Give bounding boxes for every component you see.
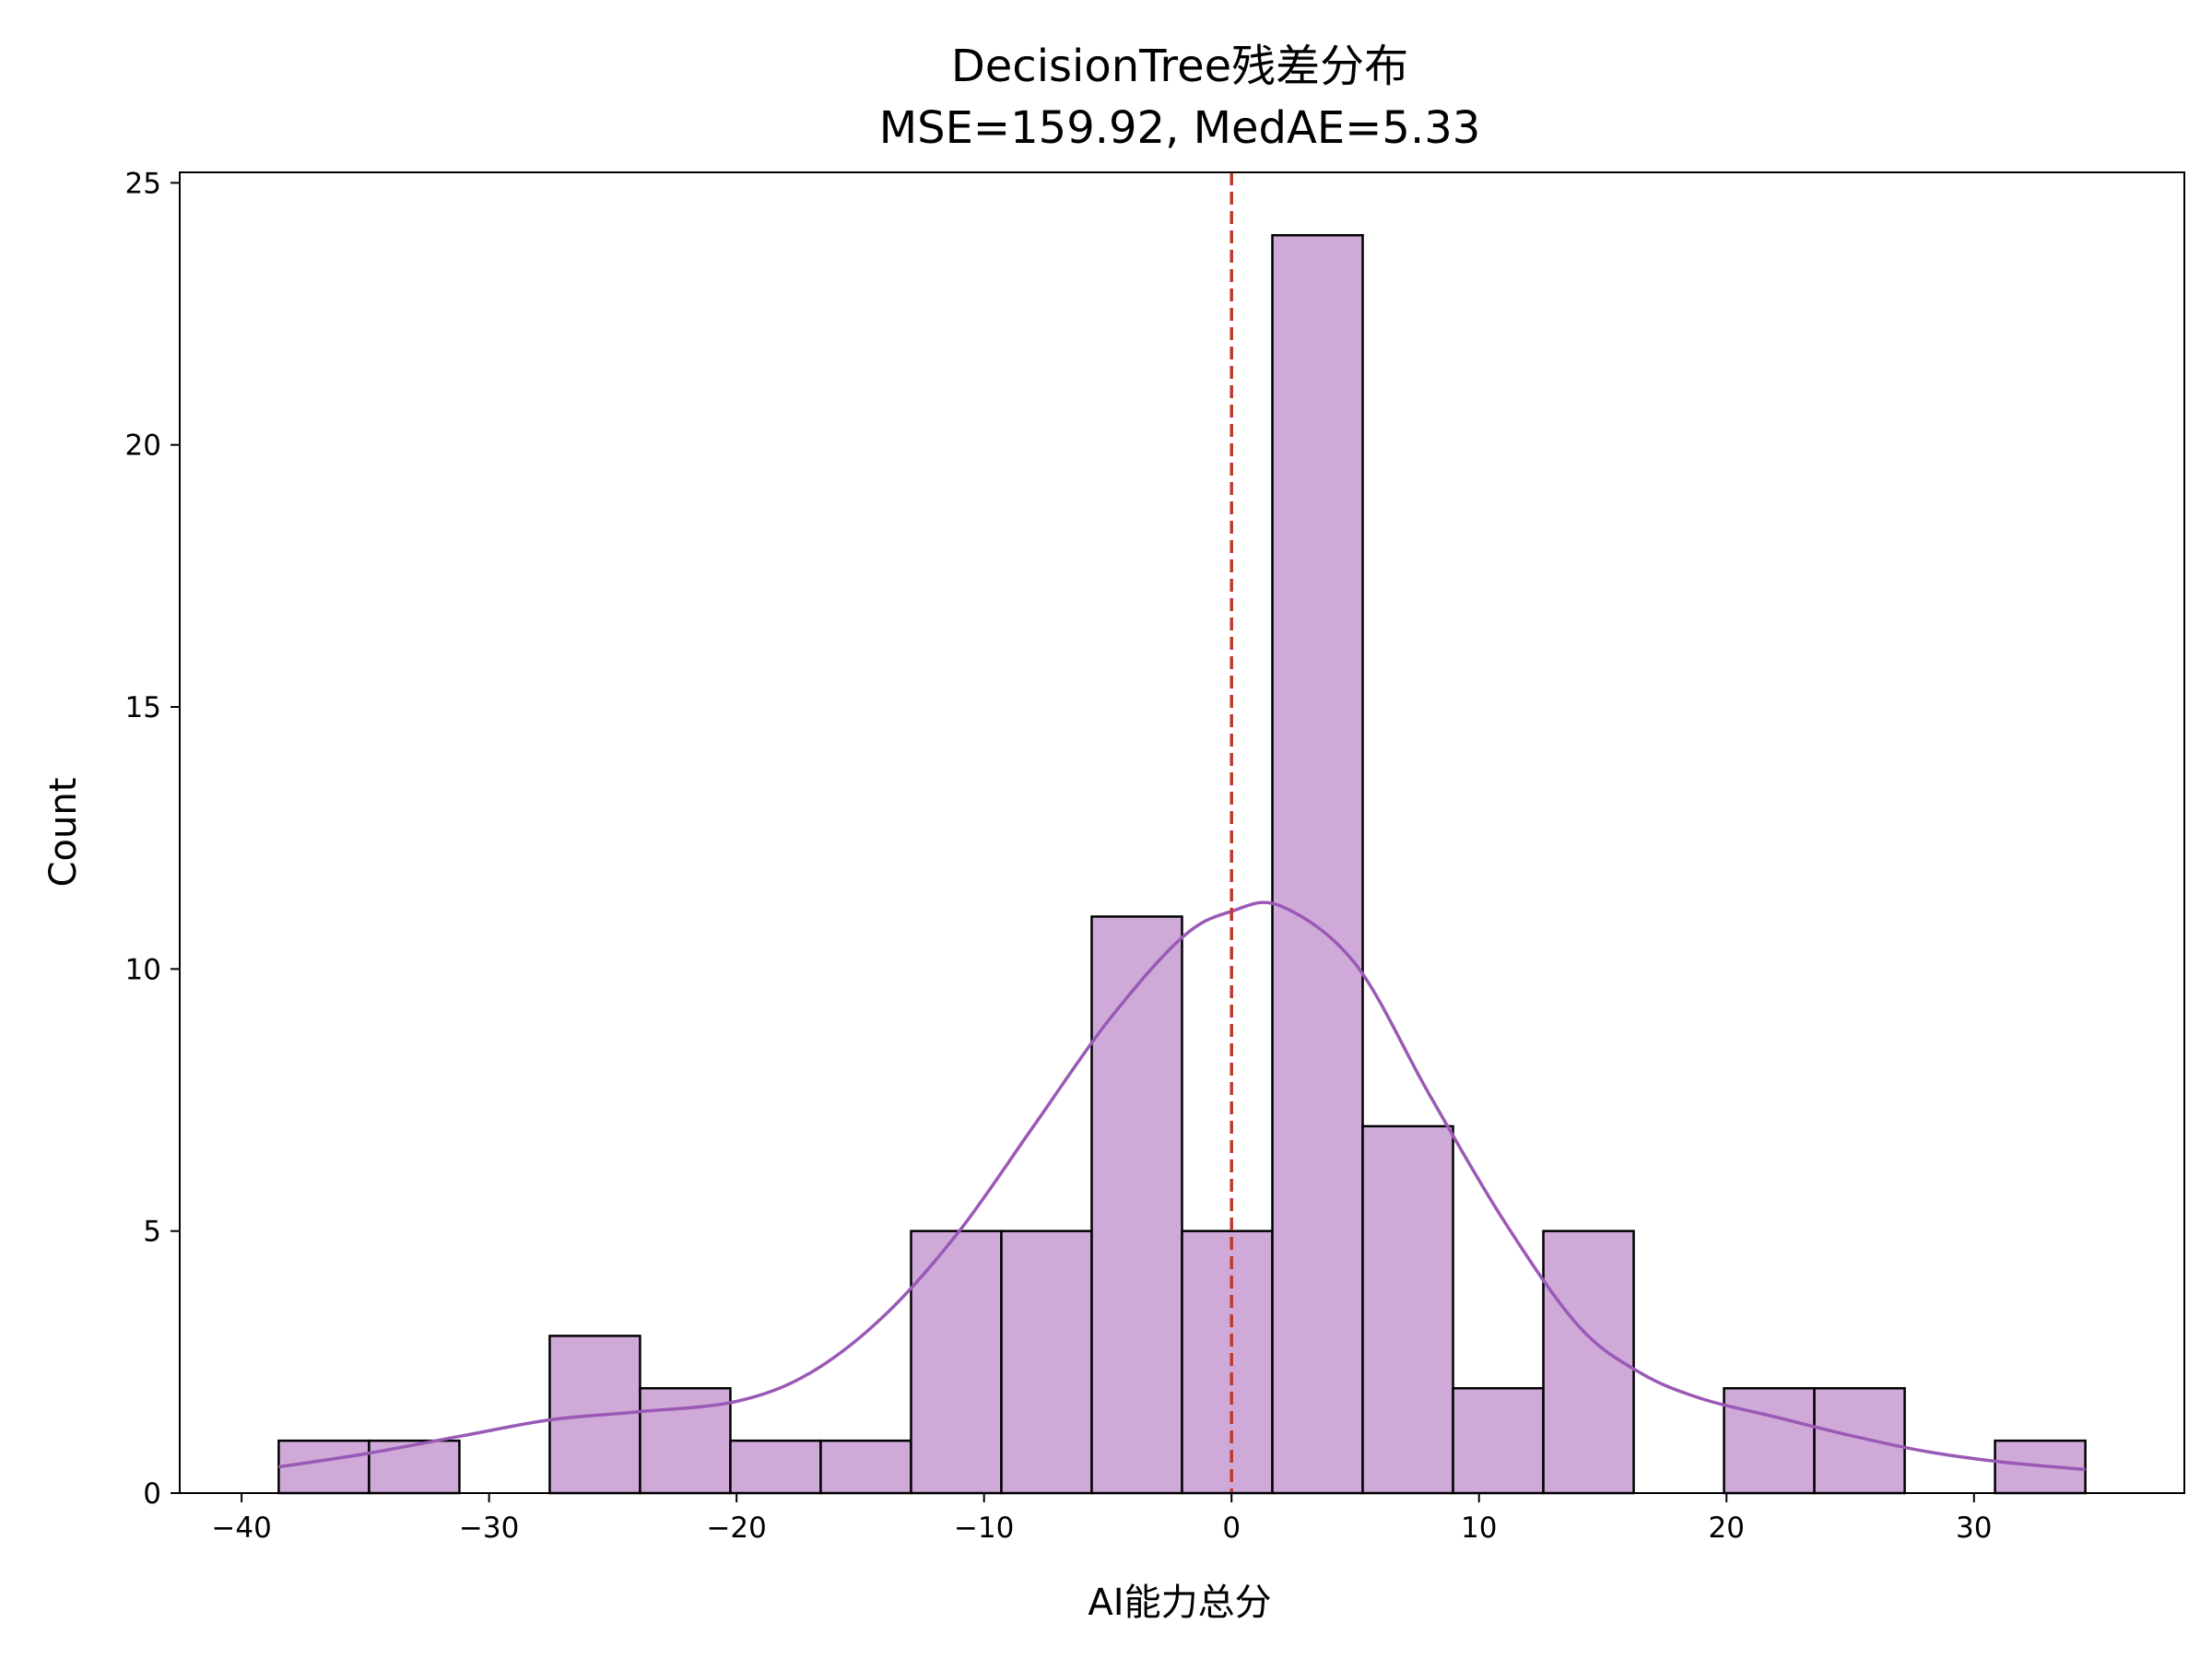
y-tick-label: 5 (143, 1216, 161, 1249)
histogram-bar (910, 1230, 1003, 1495)
x-tick-label: −40 (211, 1512, 271, 1545)
histogram-bar (729, 1439, 822, 1495)
x-tick-label: −30 (459, 1512, 519, 1545)
histogram-bar (1090, 915, 1183, 1495)
histogram-bar (1813, 1387, 1906, 1495)
x-tick-label: −20 (706, 1512, 766, 1545)
x-tick-label: 30 (1956, 1512, 1992, 1545)
x-axis-label: AI能力总分 (1088, 1582, 1271, 1624)
plot-frame (179, 171, 2185, 1494)
y-tick-label: 10 (125, 953, 161, 986)
histogram-bar (1271, 233, 1364, 1495)
histogram-bars (277, 233, 2087, 1495)
histogram-bar (277, 1439, 371, 1495)
kde-curve (278, 900, 2086, 1472)
x-tick-label: −10 (954, 1512, 1014, 1545)
x-tick-label: 20 (1709, 1512, 1745, 1545)
y-axis-label: Count (42, 778, 85, 888)
chart-subtitle: MSE=159.92, MedAE=5.33 (879, 102, 1481, 154)
histogram-bar (1361, 1124, 1454, 1495)
histogram-bar (1542, 1230, 1635, 1495)
y-tick-label: 0 (143, 1477, 161, 1511)
y-tick-label: 25 (125, 167, 161, 200)
chart-title: DecisionTree残差分布 (951, 41, 1408, 92)
x-tick-label: 10 (1461, 1512, 1497, 1545)
histogram-bar (1452, 1387, 1545, 1495)
y-tick-label: 15 (125, 691, 161, 724)
kde-curve-group (278, 900, 2086, 1472)
histogram-bar (1000, 1230, 1093, 1495)
y-axis: 0 5 10 15 20 25 (125, 167, 180, 1511)
y-tick-label: 20 (125, 429, 161, 463)
x-axis: −40 −30 −20 −10 0 10 20 30 (211, 1493, 1992, 1545)
histogram-bar (819, 1439, 912, 1495)
x-tick-label: 0 (1222, 1512, 1241, 1545)
histogram-bar (1723, 1387, 1816, 1495)
histogram-bar (1181, 1230, 1274, 1495)
histogram-bar (368, 1439, 461, 1495)
